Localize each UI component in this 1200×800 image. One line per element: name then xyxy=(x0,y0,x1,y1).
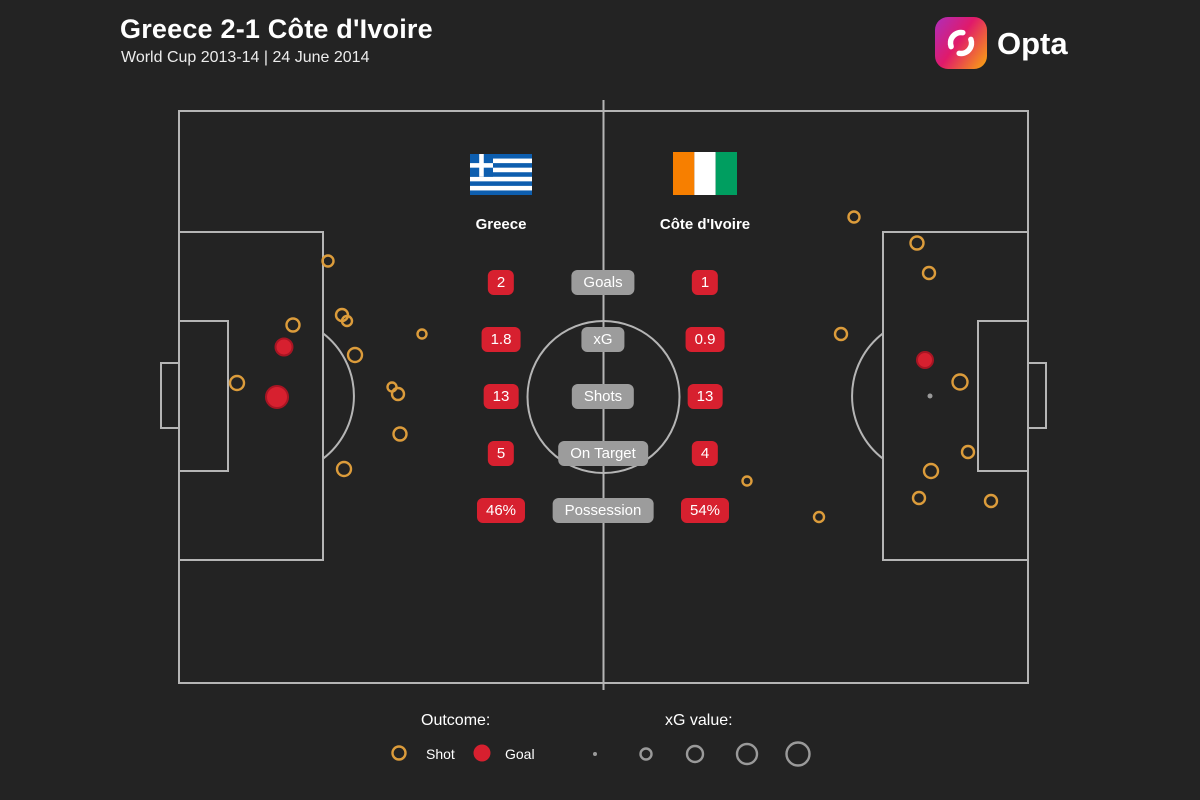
xg-scale-icons xyxy=(593,741,811,767)
right-goal xyxy=(1027,362,1047,429)
opta-logo-icon xyxy=(935,17,987,69)
away-team-name: Côte d'Ivoire xyxy=(659,216,751,233)
shot-marker xyxy=(833,326,849,342)
shot-marker xyxy=(392,426,408,442)
left-six-yard-box xyxy=(178,320,229,472)
opta-wordmark: Opta xyxy=(997,26,1068,61)
shot-marker xyxy=(960,444,976,460)
xg-scale-circle xyxy=(685,744,705,764)
shot-legend-icon xyxy=(391,745,407,761)
centre-circle xyxy=(526,320,681,474)
xg-scale-circle xyxy=(735,742,759,766)
shot-marker xyxy=(921,265,937,281)
on-target-label: On Target xyxy=(558,441,648,466)
xg-scale-circle xyxy=(785,741,811,767)
legend-swatches xyxy=(391,744,491,762)
match-subtitle: World Cup 2013-14 | 24 June 2014 xyxy=(121,49,370,66)
shot-marker xyxy=(335,460,353,478)
shots-label: Shots xyxy=(571,384,635,409)
away-goals-value: 1 xyxy=(691,270,719,295)
shot-marker xyxy=(951,373,969,391)
xg-scale-circle xyxy=(639,747,653,761)
match-title: Greece 2-1 Côte d'Ivoire xyxy=(120,14,433,44)
shot-marker xyxy=(390,386,406,402)
xg-scale-circle xyxy=(593,752,597,756)
outcome-legend-heading: Outcome: xyxy=(421,712,491,729)
shot-marker xyxy=(911,490,927,506)
shot-marker xyxy=(321,254,335,268)
shot-marker xyxy=(909,235,925,251)
shot-marker xyxy=(416,328,428,340)
away-on-target-value: 4 xyxy=(691,441,719,466)
shot-marker xyxy=(285,317,301,333)
shot-marker xyxy=(922,462,940,480)
shot-markers-layer xyxy=(228,210,999,524)
away-possession-value: 54% xyxy=(680,498,730,523)
shot-marker xyxy=(340,314,354,328)
goals-label: Goals xyxy=(571,270,635,295)
xg-legend-heading: xG value: xyxy=(665,712,733,729)
goal-legend-label: Goal xyxy=(505,746,535,762)
away-shots-value: 13 xyxy=(687,384,723,409)
shot-marker xyxy=(847,210,861,224)
left-penalty-arc xyxy=(322,332,355,460)
xg-label: xG xyxy=(581,327,625,352)
home-possession-value: 46% xyxy=(476,498,526,523)
shot-marker xyxy=(346,346,364,364)
goal-marker xyxy=(265,385,289,409)
shot-marker xyxy=(812,510,826,524)
cote-divoire-flag-icon xyxy=(673,152,737,195)
home-shots-value: 13 xyxy=(483,384,519,409)
shot-marker xyxy=(983,493,999,509)
greece-flag-icon xyxy=(470,154,532,195)
home-goals-value: 2 xyxy=(487,270,515,295)
shot-marker xyxy=(228,374,246,392)
away-xg-value: 0.9 xyxy=(685,327,725,352)
right-penalty-spot xyxy=(927,393,933,399)
right-penalty-box xyxy=(882,231,1029,561)
left-penalty-box xyxy=(178,231,324,561)
goal-legend-icon xyxy=(473,744,491,762)
left-goal xyxy=(160,362,180,429)
home-team-name: Greece xyxy=(475,216,527,233)
shot-marker xyxy=(741,475,753,487)
possession-label: Possession xyxy=(552,498,654,523)
home-on-target-value: 5 xyxy=(487,441,515,466)
shot-legend-label: Shot xyxy=(426,746,455,762)
right-penalty-arc xyxy=(851,332,884,460)
goal-marker xyxy=(274,337,294,357)
right-six-yard-box xyxy=(977,320,1029,472)
home-xg-value: 1.8 xyxy=(481,327,521,352)
goal-marker xyxy=(916,351,934,369)
pitch-lines xyxy=(160,100,1047,690)
